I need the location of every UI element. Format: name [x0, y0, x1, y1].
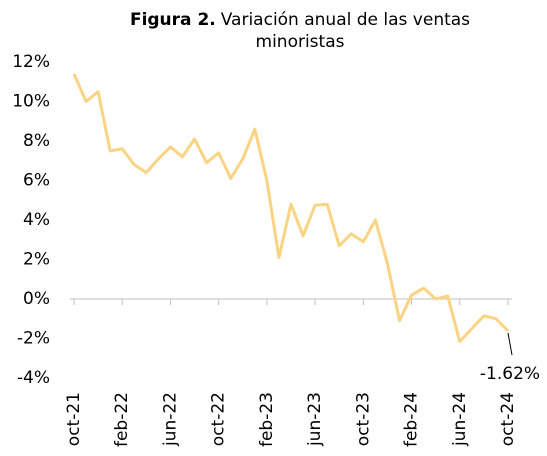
x-tick-label: oct-22 [209, 392, 229, 446]
y-tick-label: 2% [23, 250, 50, 270]
x-tick-label: feb-24 [402, 392, 422, 447]
chart-title-line2: minoristas [256, 32, 345, 52]
x-tick-label: jun-22 [160, 392, 180, 447]
title-label: Figura 2. [130, 10, 216, 30]
data-label: -1.62% [480, 364, 540, 384]
chart-title: Figura 2. Variación anual de las ventas [130, 10, 470, 30]
y-tick-label: 10% [12, 92, 50, 112]
y-tick-label: 4% [23, 210, 50, 230]
x-tick-label: feb-23 [257, 392, 277, 447]
y-tick-label: -4% [17, 368, 50, 388]
leader-line [507, 332, 513, 356]
y-tick-label: 0% [23, 289, 50, 309]
series-line [72, 73, 510, 343]
y-tick-label: 8% [23, 131, 50, 151]
x-tick-label: oct-23 [353, 392, 373, 446]
y-tick-label: 6% [23, 171, 50, 191]
y-tick-label: 12% [12, 52, 50, 72]
x-tick-label: oct-21 [64, 392, 84, 446]
x-tick-label: jun-24 [450, 392, 470, 447]
x-tick-label: feb-22 [112, 392, 132, 447]
x-tick-label: jun-23 [305, 392, 325, 447]
x-tick-label: oct-24 [498, 392, 518, 446]
title-text: Variación anual de las ventas [221, 10, 470, 30]
y-tick-label: -2% [17, 329, 50, 349]
